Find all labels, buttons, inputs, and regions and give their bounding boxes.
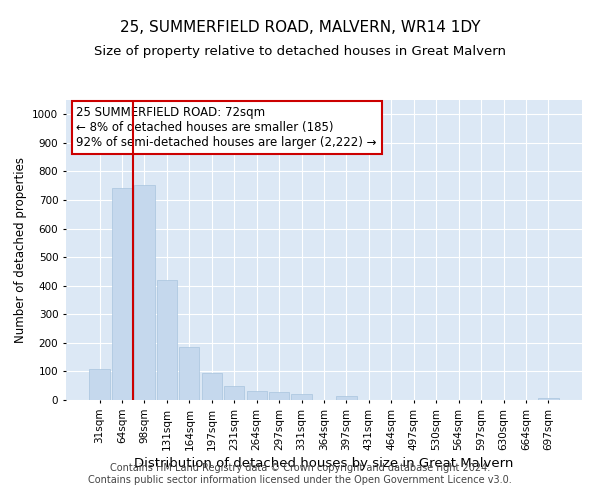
Bar bbox=[179, 347, 199, 400]
Bar bbox=[134, 185, 155, 400]
Bar bbox=[224, 386, 244, 400]
X-axis label: Distribution of detached houses by size in Great Malvern: Distribution of detached houses by size … bbox=[134, 456, 514, 469]
Bar bbox=[89, 368, 110, 400]
Bar bbox=[247, 391, 267, 400]
Bar bbox=[538, 398, 559, 400]
Text: Contains HM Land Registry data © Crown copyright and database right 2024.
Contai: Contains HM Land Registry data © Crown c… bbox=[88, 464, 512, 485]
Text: Size of property relative to detached houses in Great Malvern: Size of property relative to detached ho… bbox=[94, 45, 506, 58]
Bar bbox=[202, 373, 222, 400]
Bar bbox=[292, 394, 311, 400]
Bar bbox=[269, 392, 289, 400]
Bar bbox=[157, 280, 177, 400]
Bar bbox=[112, 188, 132, 400]
Text: 25 SUMMERFIELD ROAD: 72sqm
← 8% of detached houses are smaller (185)
92% of semi: 25 SUMMERFIELD ROAD: 72sqm ← 8% of detac… bbox=[76, 106, 377, 149]
Text: 25, SUMMERFIELD ROAD, MALVERN, WR14 1DY: 25, SUMMERFIELD ROAD, MALVERN, WR14 1DY bbox=[120, 20, 480, 35]
Bar bbox=[337, 396, 356, 400]
Y-axis label: Number of detached properties: Number of detached properties bbox=[14, 157, 26, 343]
